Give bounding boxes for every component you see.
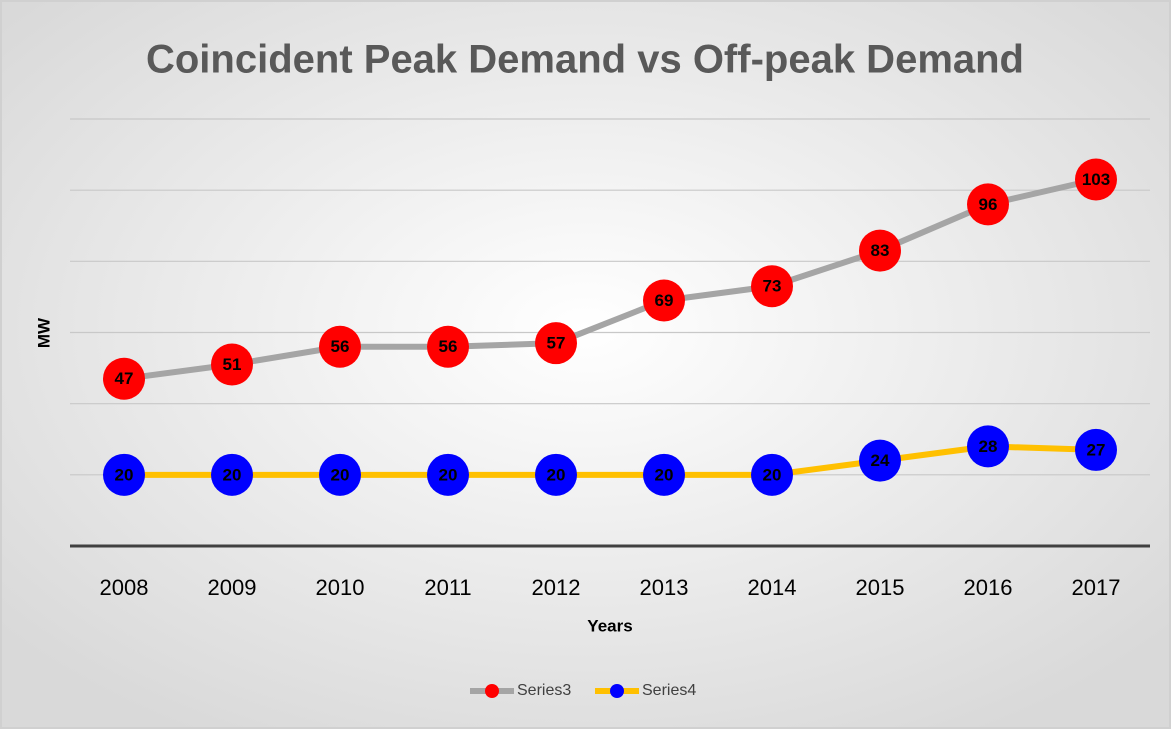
data-point (967, 425, 1009, 468)
data-point (1075, 428, 1117, 471)
legend-marker (485, 684, 499, 698)
data-label: 57 (547, 334, 566, 353)
x-tick-label: 2014 (748, 575, 797, 600)
data-label: 20 (439, 465, 458, 484)
data-label: 69 (655, 291, 674, 310)
data-label: 20 (547, 465, 566, 484)
data-label: 28 (979, 437, 998, 456)
data-point (643, 453, 685, 496)
x-tick-label: 2009 (208, 575, 257, 600)
data-point (211, 343, 253, 386)
data-point (427, 453, 469, 496)
data-label: 51 (223, 355, 242, 374)
x-tick-label: 2008 (100, 575, 149, 600)
series-line (123, 176, 1097, 382)
data-point (967, 183, 1009, 226)
x-tick-label: 2013 (640, 575, 689, 600)
data-label: 83 (871, 241, 890, 260)
data-label: 73 (763, 277, 782, 296)
data-label: 27 (1087, 440, 1106, 459)
data-label: 20 (331, 465, 350, 484)
data-point (751, 265, 793, 308)
x-tick-label: 2011 (424, 575, 471, 600)
legend-label: Series3 (517, 682, 571, 699)
data-label: 20 (655, 465, 674, 484)
data-point (319, 325, 361, 368)
chart-title: Coincident Peak Demand vs Off-peak Deman… (146, 38, 1024, 82)
data-point (643, 279, 685, 322)
data-point (211, 453, 253, 496)
data-point (535, 322, 577, 365)
x-tick-label: 2010 (316, 575, 365, 600)
data-label: 96 (979, 195, 998, 214)
y-axis-label: MW (34, 317, 53, 348)
data-point (1075, 158, 1117, 201)
legend-label: Series4 (642, 682, 696, 699)
data-point (859, 439, 901, 482)
data-label: 24 (871, 451, 890, 470)
data-point (751, 453, 793, 496)
data-point (859, 229, 901, 272)
data-label: 20 (763, 465, 782, 484)
x-tick-label: 2015 (856, 575, 905, 600)
data-point (319, 453, 361, 496)
data-label: 56 (439, 337, 458, 356)
data-point (103, 453, 145, 496)
data-label: 20 (223, 465, 242, 484)
series-line (124, 443, 1097, 478)
data-point (535, 453, 577, 496)
x-tick-label: 2016 (964, 575, 1013, 600)
data-label: 56 (331, 337, 350, 356)
data-label: 20 (115, 465, 134, 484)
x-tick-label: 2017 (1072, 575, 1121, 600)
legend-marker (610, 684, 624, 698)
data-label: 47 (115, 369, 134, 388)
data-point (103, 357, 145, 400)
data-point (427, 325, 469, 368)
x-axis-label: Years (587, 616, 632, 635)
data-label: 103 (1082, 170, 1110, 189)
x-tick-label: 2012 (532, 575, 581, 600)
